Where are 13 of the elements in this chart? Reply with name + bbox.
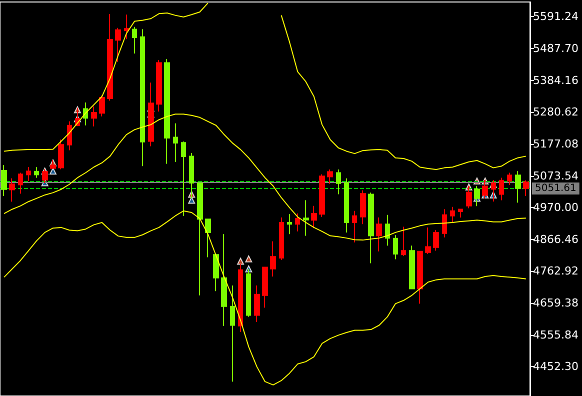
y-tick-label: 5177.08 (533, 137, 578, 150)
y-tick-label: 4659.38 (533, 296, 578, 310)
y-tick-label: 4762.92 (533, 264, 578, 278)
y-tick-label: 5487.70 (533, 42, 578, 55)
y-tick-label: 4970.00 (533, 201, 578, 214)
y-tick-label: 4555.84 (533, 328, 578, 342)
y-tick-label: 5384.16 (533, 74, 578, 87)
y-tick-label: 5073.54 (533, 169, 578, 182)
ref-line-label: 5051.61 (535, 183, 576, 194)
y-tick-label: 4866.46 (533, 232, 578, 246)
y-tick-label: 5280.62 (533, 106, 578, 119)
y-tick-label: 4452.30 (533, 360, 578, 374)
y-tick-label: 5591.24 (533, 10, 578, 24)
